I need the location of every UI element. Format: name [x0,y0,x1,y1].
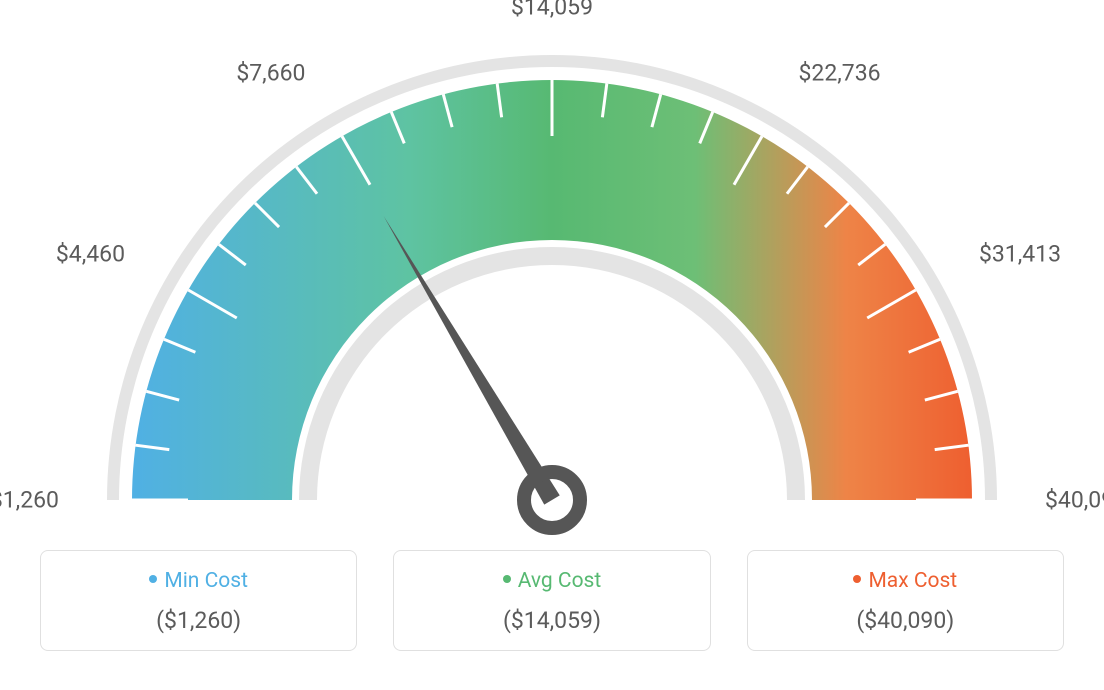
gauge-scale-label: $4,460 [56,240,125,267]
legend-min-value: ($1,260) [53,607,344,634]
legend-max-label: Max Cost [868,569,957,593]
legend-title-min: Min Cost [53,569,344,593]
gauge-scale-label: $1,260 [0,487,59,514]
legend-title-avg: Avg Cost [406,569,697,593]
legend-card-min: Min Cost ($1,260) [40,550,357,651]
legend-card-max: Max Cost ($40,090) [747,550,1064,651]
gauge-scale-label: $14,059 [511,0,593,21]
gauge-scale-label: $7,660 [236,60,305,87]
legend-row: Min Cost ($1,260) Avg Cost ($14,059) Max… [0,550,1104,651]
gauge-scale-label: $22,736 [799,60,881,87]
legend-dot-min-icon [149,575,157,583]
gauge-svg [0,0,1104,540]
gauge-scale-label: $40,090 [1045,487,1104,514]
legend-title-max: Max Cost [760,569,1051,593]
legend-card-avg: Avg Cost ($14,059) [393,550,710,651]
legend-avg-label: Avg Cost [518,569,602,593]
legend-max-value: ($40,090) [760,607,1051,634]
legend-avg-value: ($14,059) [406,607,697,634]
legend-dot-avg-icon [503,575,511,583]
cost-gauge: $1,260 $4,460 $7,660 $14,059 $22,736 $31,413 $… [0,0,1104,540]
legend-min-label: Min Cost [164,569,248,593]
gauge-scale-label: $31,413 [979,240,1061,267]
legend-dot-max-icon [853,575,861,583]
